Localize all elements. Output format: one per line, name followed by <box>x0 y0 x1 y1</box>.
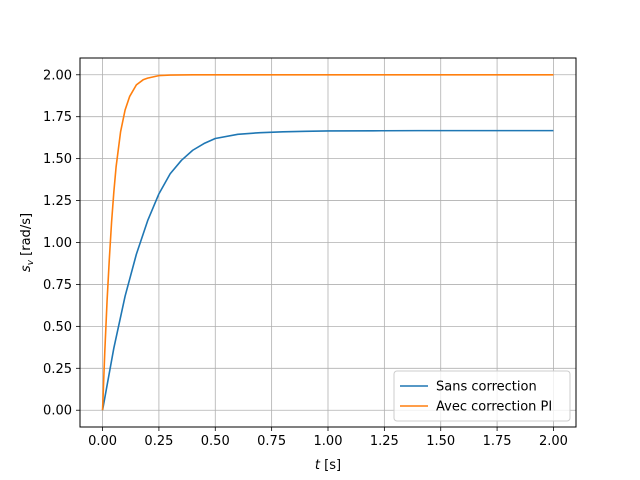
series-line-avec-correction-pi <box>101 73 554 411</box>
y-tick-label: 0.00 <box>43 404 72 419</box>
x-tick-label: 2.00 <box>539 434 568 449</box>
series-line-sans-correction <box>101 129 554 411</box>
legend-box <box>393 370 571 422</box>
x-tick-label: 0.00 <box>88 434 117 449</box>
y-tick-label: 1.50 <box>43 152 72 167</box>
x-tick-label: 1.50 <box>426 434 455 449</box>
legend-label-sans-correction: Sans correction <box>436 380 537 395</box>
y-tick-label: 0.25 <box>43 362 72 377</box>
legend: Sans correction Avec correction PI <box>393 370 571 422</box>
legend-label-avec-correction-pi: Avec correction PI <box>436 400 552 415</box>
x-tick-label: 1.75 <box>483 434 512 449</box>
x-tick-label: 0.25 <box>144 434 173 449</box>
x-tick-label: 0.50 <box>201 434 230 449</box>
y-tick-label: 1.25 <box>43 194 72 209</box>
y-axis-label: sv [rad/s] <box>19 213 36 272</box>
y-tick-label: 0.75 <box>43 278 72 293</box>
series-lines <box>101 73 554 411</box>
y-tick-label: 2.00 <box>43 68 72 83</box>
x-tick-label: 1.00 <box>314 434 343 449</box>
x-axis-label: t [s] <box>315 458 341 473</box>
x-tick-label: 1.25 <box>370 434 399 449</box>
y-tick-label: 1.75 <box>43 110 72 125</box>
y-tick-label: 1.00 <box>43 236 72 251</box>
y-axis-ticks: 0.00 0.25 0.50 0.75 1.00 1.25 1.50 1.75 2.00 <box>43 68 80 419</box>
x-axis-ticks: 0.00 0.25 0.50 0.75 1.00 1.25 1.50 1.75 2.00 <box>88 427 568 449</box>
x-tick-label: 0.75 <box>257 434 286 449</box>
y-tick-label: 0.50 <box>43 320 72 335</box>
